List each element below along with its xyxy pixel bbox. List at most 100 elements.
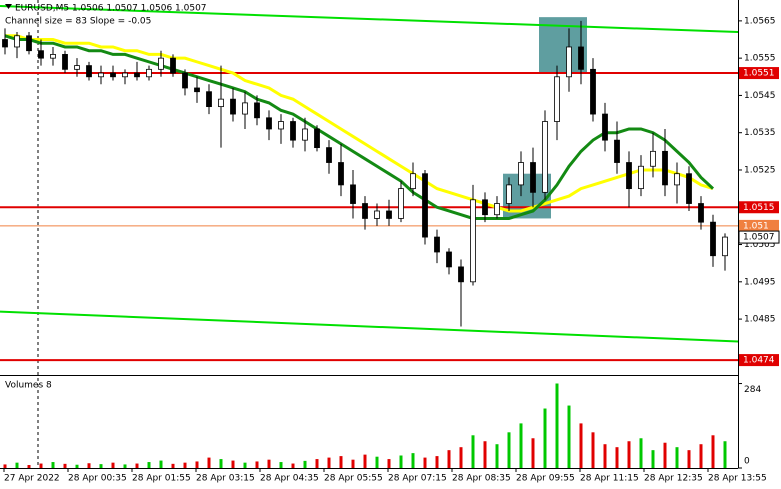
candle-body	[218, 98, 224, 108]
candle-body	[410, 173, 416, 190]
candle-body	[338, 162, 344, 186]
candle-body	[638, 165, 644, 190]
candle-body	[602, 113, 608, 141]
y-tick-label: 1.0545	[744, 91, 776, 101]
candle-body	[542, 121, 548, 193]
candle-body	[326, 147, 332, 163]
candle-body	[38, 50, 44, 59]
candle-body	[470, 199, 476, 283]
candle-body	[386, 210, 392, 219]
candle-body	[518, 162, 524, 186]
current-price-label: 1.0507	[743, 233, 775, 243]
candle-body	[578, 46, 584, 70]
candle-body	[374, 210, 380, 219]
moving-average	[4, 34, 715, 220]
candle-body	[614, 139, 620, 163]
volume-tick-label: 284	[744, 385, 761, 395]
candle-body	[146, 68, 152, 78]
level-label: 1.0474	[743, 356, 775, 366]
candle-body	[554, 76, 560, 122]
x-tick-label: 28 Apr 05:55	[324, 474, 383, 484]
candle-body	[242, 102, 248, 115]
candle-body	[458, 266, 464, 283]
candle-body	[722, 236, 728, 257]
y-tick-label: 1.0555	[744, 54, 776, 64]
candle-body	[170, 57, 176, 74]
candle-body	[182, 72, 188, 89]
candle-body	[230, 98, 236, 115]
candle-body	[194, 87, 200, 93]
candle-body	[110, 72, 116, 78]
candle-body	[446, 251, 452, 268]
candle-body	[434, 236, 440, 253]
candle-body	[290, 121, 296, 141]
level-label-bg	[739, 354, 779, 367]
candle-body	[422, 173, 428, 238]
candle-body	[206, 91, 212, 108]
candle-body	[134, 72, 140, 78]
candle-body	[626, 162, 632, 190]
candle-body	[494, 203, 500, 216]
candle-body	[530, 162, 536, 193]
candle-body	[14, 35, 20, 48]
x-tick-label: 28 Apr 08:35	[452, 474, 511, 484]
y-tick-label: 1.0505	[744, 240, 776, 250]
candle-body	[686, 173, 692, 204]
volume-label: Volumes 8	[5, 381, 52, 391]
candle-body	[674, 173, 680, 186]
candle-body	[698, 203, 704, 223]
x-tick-label: 28 Apr 00:35	[68, 474, 127, 484]
candle-body	[62, 54, 68, 70]
level-label: 1.0515	[743, 203, 775, 213]
candle-body	[590, 68, 596, 115]
channel-line	[0, 310, 739, 343]
current-price-bg	[738, 230, 780, 244]
x-tick-label: 28 Apr 13:55	[708, 474, 767, 484]
y-tick-label: 1.0525	[744, 165, 776, 175]
candle-body	[86, 65, 92, 78]
y-tick-label: 1.0565	[744, 16, 776, 26]
x-tick-label: 28 Apr 09:55	[516, 474, 575, 484]
level-label: 1.051	[743, 221, 769, 231]
level-label-bg	[739, 219, 779, 232]
x-tick-label: 28 Apr 11:15	[580, 474, 639, 484]
candle-body	[98, 72, 104, 78]
candle-body	[350, 184, 356, 204]
x-tick-label: 28 Apr 03:15	[196, 474, 255, 484]
candle-body	[662, 150, 668, 186]
candle-body	[362, 203, 368, 219]
y-tick-label: 1.0495	[744, 277, 776, 287]
volume-tick-label: 0	[744, 457, 750, 467]
candle-body	[254, 102, 260, 119]
candle-body	[398, 188, 404, 219]
level-label: 1.0551	[743, 69, 775, 79]
plot	[0, 4, 739, 468]
x-tick-label: 27 Apr 2022	[4, 474, 60, 484]
candle-body	[302, 128, 308, 141]
level-label-bg	[739, 201, 779, 214]
candle-body	[566, 46, 572, 78]
x-tick-label: 28 Apr 12:35	[644, 474, 703, 484]
candle-body	[26, 35, 32, 52]
header-icon	[5, 4, 12, 9]
x-tick-label: 28 Apr 07:15	[388, 474, 447, 484]
chart-header: EURUSD,M5 1.0506 1.0507 1.0506 1.0507	[15, 4, 207, 14]
moving-average	[5, 34, 714, 213]
candle-body	[2, 39, 8, 48]
candle-body	[278, 121, 284, 130]
candle-body	[506, 184, 512, 204]
x-tick-label: 28 Apr 04:35	[260, 474, 319, 484]
y-tick-label: 1.0535	[744, 128, 776, 138]
candle-body	[266, 117, 272, 130]
candle-body	[158, 57, 164, 70]
candle-body	[650, 150, 656, 167]
channel-line	[0, 4, 739, 34]
level-label-bg	[739, 67, 779, 80]
candle-body	[482, 199, 488, 216]
x-tick-label: 28 Apr 01:55	[132, 474, 191, 484]
candle-body	[314, 128, 320, 149]
candle-body	[74, 65, 80, 70]
y-tick-label: 1.0485	[744, 315, 776, 325]
